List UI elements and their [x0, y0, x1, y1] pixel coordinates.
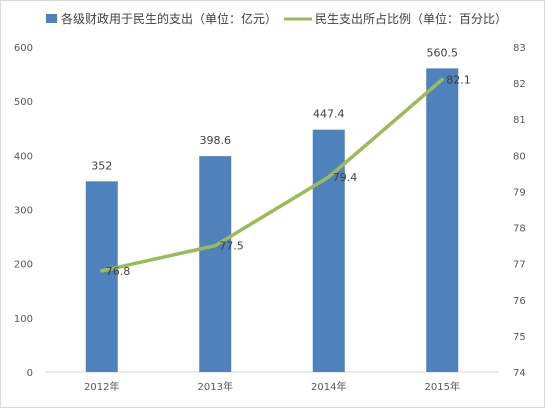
line-data-label: 79.4 — [333, 171, 358, 184]
legend-bar-label: 各级财政用于民生的支出（单位：亿元） — [61, 11, 277, 26]
y-right-tick-label: 83 — [513, 43, 526, 54]
x-tick-label: 2012年 — [84, 380, 119, 393]
x-tick-label: 2015年 — [425, 380, 460, 393]
line-point — [100, 269, 104, 273]
line-series — [100, 77, 444, 273]
line-point — [327, 175, 331, 179]
y-left-tick-label: 0 — [27, 368, 33, 379]
legend-line-label: 民生支出所占比例（单位：百分比） — [315, 11, 507, 26]
line-data-label: 76.8 — [106, 265, 131, 278]
bar-data-label: 398.6 — [200, 134, 232, 147]
bar-data-label: 352 — [91, 159, 112, 172]
bar-data-label: 560.5 — [427, 46, 459, 59]
y-left-tick-label: 600 — [14, 43, 33, 54]
y-right-tick-label: 75 — [513, 332, 526, 343]
y-right-tick-label: 81 — [513, 115, 526, 126]
bar — [199, 156, 232, 372]
data-labels: 352 398.6 447.4 560.5 76.8 77.5 79.4 82.1 — [91, 46, 471, 277]
y-right-tick-label: 78 — [513, 224, 526, 235]
y-left-tick-label: 400 — [14, 151, 33, 162]
bar-data-label: 447.4 — [313, 108, 345, 121]
y-left-tick-label: 500 — [14, 97, 33, 108]
axes: 0 100 200 300 400 500 600 74 75 76 77 78 79 80 81 82 83 2… — [14, 43, 526, 393]
line-data-label: 77.5 — [219, 240, 244, 253]
y-right-tick-label: 74 — [513, 368, 526, 379]
y-right-tick-label: 77 — [513, 260, 526, 271]
x-tick-label: 2014年 — [311, 380, 346, 393]
y-left-tick-label: 100 — [14, 314, 33, 325]
y-right-tick-label: 82 — [513, 79, 526, 90]
y-right-tick-label: 80 — [513, 151, 526, 162]
bars — [85, 68, 459, 372]
legend-bar-swatch — [46, 14, 57, 23]
line-path — [100, 77, 444, 273]
y-left-tick-label: 200 — [14, 260, 33, 271]
y-right-tick-label: 76 — [513, 296, 526, 307]
line-point — [213, 244, 217, 248]
y-left-tick-label: 300 — [14, 206, 33, 217]
bar — [426, 68, 459, 372]
line-data-label: 82.1 — [446, 74, 471, 87]
legend: 各级财政用于民生的支出（单位：亿元） 民生支出所占比例（单位：百分比） — [46, 11, 507, 26]
bar — [85, 181, 118, 372]
y-right-tick-label: 79 — [513, 187, 526, 198]
line-point — [440, 78, 444, 81]
x-tick-label: 2013年 — [198, 380, 233, 393]
